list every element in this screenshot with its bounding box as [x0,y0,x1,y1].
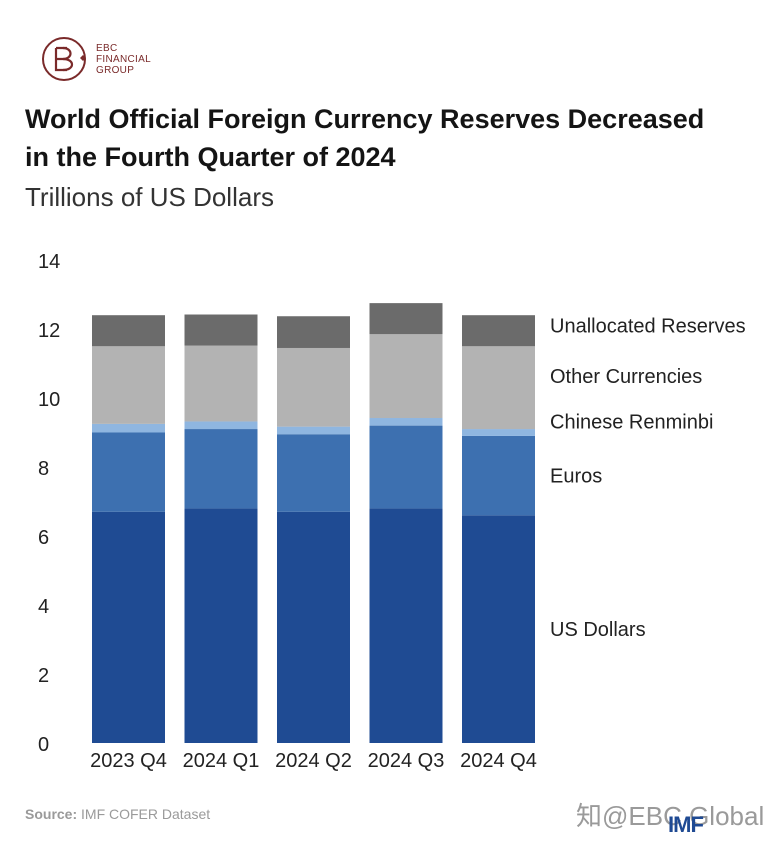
legend-label: Chinese Renminbi [550,412,713,434]
bar-segment-chinese-renminbi [184,421,258,430]
bar-segment-unallocated-reserves [184,314,258,346]
bar-segment-euros [462,435,535,516]
bar-segment-chinese-renminbi [369,418,443,426]
bar-segment-us-dollars [184,508,258,743]
bar-segment-unallocated-reserves [277,316,350,348]
x-tick-label: 2024 Q1 [183,750,260,772]
legend-label: Euros [550,466,602,488]
bar-segment-unallocated-reserves [92,315,165,347]
bar-segment-us-dollars [92,511,165,743]
source-text: IMF COFER Dataset [77,806,211,822]
chart-title: World Official Foreign Currency Reserves… [25,100,745,176]
bar-segment-other-currencies [92,346,165,424]
x-tick-label: 2023 Q4 [90,750,167,772]
logo-text-line3: GROUP [96,64,135,76]
bar-segment-unallocated-reserves [369,303,443,335]
legend-label: Other Currencies [550,366,702,388]
bar-segment-chinese-renminbi [92,423,165,433]
bar-segment-other-currencies [462,346,535,430]
imf-logo: IMF [668,812,704,837]
bar-segment-euros [92,432,165,512]
y-tick-label: 0 [38,734,49,756]
legend-label: Unallocated Reserves [550,316,746,338]
ebc-logo-icon [42,37,86,81]
y-tick-label: 12 [38,320,60,342]
source-label: Source: [25,806,78,822]
chart-title-line1: World Official Foreign Currency Reserves… [25,104,705,134]
y-tick-label: 6 [38,527,49,549]
bar-segment-euros [277,434,350,512]
y-tick-label: 4 [38,596,49,618]
source-note: Source: IMF COFER Dataset [25,806,210,822]
bar-segment-chinese-renminbi [462,429,535,436]
bar-segment-other-currencies [277,347,350,427]
legend-label: US Dollars [550,619,646,641]
logo-text-line2: FINANCIAL [96,53,151,65]
x-tick-label: 2024 Q2 [275,750,352,772]
bar-segment-other-currencies [184,345,258,422]
bar-segment-unallocated-reserves [462,315,535,347]
ebc-logo: EBC FINANCIAL GROUP [40,34,151,84]
bar-segment-us-dollars [277,511,350,743]
logo-text-line1: EBC [96,42,118,54]
y-tick-label: 2 [38,665,49,687]
y-tick-label: 8 [38,458,49,480]
bar-segment-chinese-renminbi [277,426,350,435]
y-tick-label: 14 [38,251,60,273]
chart-title-line2: in the Fourth Quarter of 2024 [25,142,396,172]
stacked-bar-chart: 0 2 4 6 8 10 12 14 2023 Q4 2024 Q1 2024 Q2 2024 Q3 2… [38,251,746,772]
bar-segment-other-currencies [369,334,443,419]
x-tick-label: 2024 Q4 [460,750,537,772]
x-tick-label: 2024 Q3 [368,750,445,772]
bar-segment-us-dollars [369,508,443,743]
bar-segment-euros [184,429,258,509]
bar-segment-us-dollars [462,515,535,743]
chart-subtitle: Trillions of US Dollars [25,182,274,212]
watermark: 知@EBC Global [576,801,765,831]
y-tick-label: 10 [38,389,60,411]
bar-segment-euros [369,425,443,509]
